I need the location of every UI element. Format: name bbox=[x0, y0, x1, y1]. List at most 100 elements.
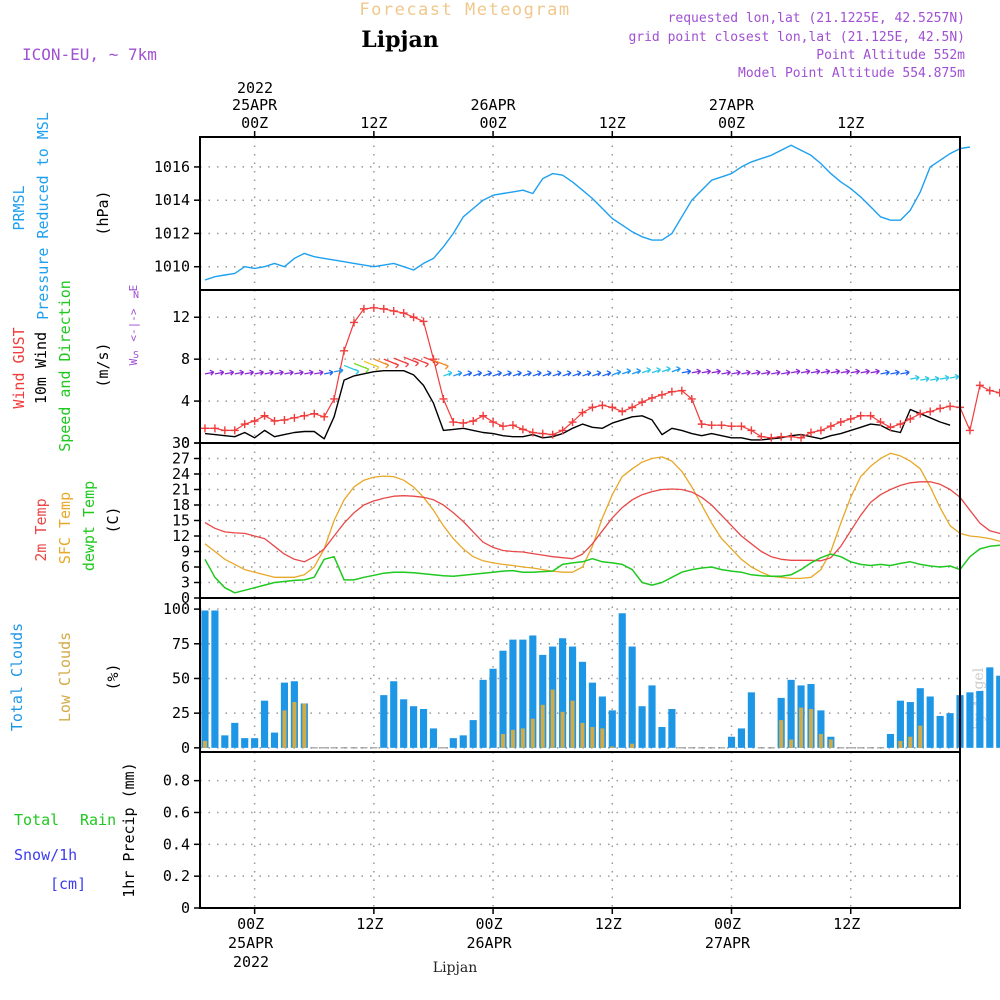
gust-marker bbox=[469, 416, 478, 425]
wind-barb bbox=[522, 370, 532, 377]
total-cloud-bar bbox=[519, 639, 527, 748]
top-year-label: 2022 bbox=[237, 79, 273, 97]
wind-barb bbox=[890, 369, 900, 376]
total-cloud-bar bbox=[251, 738, 259, 748]
total-cloud-bar bbox=[489, 668, 497, 748]
wind-barb bbox=[641, 367, 652, 374]
wind-barb bbox=[472, 370, 483, 377]
gust-marker bbox=[965, 426, 974, 435]
gust-marker bbox=[210, 424, 219, 433]
gust-marker bbox=[697, 420, 706, 429]
y-tick-label: 6 bbox=[181, 558, 190, 576]
x-tick-label-hour-bottom: 00Z bbox=[714, 915, 741, 933]
y-tick-label: 27 bbox=[172, 450, 190, 468]
wind-barb bbox=[810, 368, 821, 375]
low-cloud-bar bbox=[550, 689, 555, 748]
wind-barb bbox=[214, 369, 225, 376]
low-cloud-bar bbox=[908, 736, 913, 748]
compass-e: E bbox=[127, 285, 140, 292]
y-tick-label: 100 bbox=[163, 600, 190, 618]
total-cloud-bar bbox=[568, 646, 577, 748]
y-tick-label: 12 bbox=[172, 527, 190, 545]
gust-marker bbox=[588, 403, 597, 412]
location-title: Lipjan bbox=[361, 27, 438, 53]
wind-barb bbox=[204, 369, 215, 376]
total-cloud-bar bbox=[906, 702, 914, 748]
wind-barb bbox=[721, 369, 731, 376]
total-cloud-bar bbox=[270, 732, 279, 748]
total-cloud-bar bbox=[499, 650, 507, 748]
x-tick-label-date-bottom: 26APR bbox=[466, 934, 512, 952]
x-tick-label-hour-top: 00Z bbox=[480, 114, 507, 132]
axes-layer: 1010101210141016048120369121518212427300… bbox=[154, 96, 961, 952]
wind-barb bbox=[602, 370, 612, 377]
gust-marker bbox=[340, 346, 349, 355]
gust-marker bbox=[419, 317, 428, 326]
low-cloud-bar bbox=[818, 733, 823, 748]
wind-barb bbox=[572, 370, 582, 377]
gust-marker bbox=[737, 422, 746, 431]
x-tick-label-date-top: 27APR bbox=[709, 96, 755, 114]
low-cloud-bar bbox=[560, 711, 565, 748]
x-tick-label-date-bottom: 25APR bbox=[228, 934, 274, 952]
low-cloud-bar bbox=[799, 707, 804, 748]
gust-marker bbox=[568, 418, 577, 427]
total-cloud-bar bbox=[618, 613, 626, 748]
total-cloud-bar bbox=[976, 690, 984, 748]
x-tick-label-hour-bottom: 12Z bbox=[595, 915, 622, 933]
wind-barb bbox=[830, 368, 841, 375]
gust-marker bbox=[379, 304, 388, 313]
total-cloud-bar bbox=[479, 679, 487, 748]
wind-barb bbox=[820, 368, 831, 375]
x-tick-label-hour-bottom: 00Z bbox=[476, 915, 503, 933]
wind-barb bbox=[592, 370, 602, 377]
wind-barb bbox=[363, 360, 380, 371]
precip-unit: 1hr Precip (mm) bbox=[120, 762, 138, 897]
gust-marker bbox=[200, 424, 209, 433]
gust-marker bbox=[628, 403, 637, 412]
total-cloud-bar bbox=[747, 692, 755, 748]
wind-barb bbox=[562, 370, 572, 377]
wind-barb bbox=[711, 368, 721, 375]
low-clouds-label: Low Clouds bbox=[56, 632, 74, 722]
gust-marker bbox=[926, 407, 935, 416]
y-tick-label: 1016 bbox=[154, 158, 190, 176]
total-cloud-bar bbox=[638, 706, 646, 748]
wind-barb bbox=[373, 358, 390, 369]
gust-marker bbox=[787, 432, 796, 441]
wind-barb bbox=[502, 370, 512, 377]
wind-barb bbox=[701, 368, 712, 375]
total-cloud-bar bbox=[737, 728, 746, 748]
precip-snow-label: Snow/1h bbox=[14, 846, 77, 864]
gust-marker bbox=[399, 309, 408, 318]
gust-marker bbox=[489, 418, 498, 427]
x-tick-label-hour-top: 12Z bbox=[360, 114, 387, 132]
gust-marker bbox=[936, 404, 945, 413]
wind-barb bbox=[224, 369, 235, 376]
low-cloud-bar bbox=[302, 703, 307, 748]
bottom-year-label: 2022 bbox=[233, 953, 269, 971]
gust-marker bbox=[757, 432, 766, 441]
gust-marker bbox=[717, 421, 726, 430]
wind-barb bbox=[482, 370, 493, 377]
footer-location: Lipjan bbox=[433, 960, 477, 976]
wind-barb bbox=[731, 369, 741, 376]
wind-barb bbox=[691, 368, 702, 375]
wind-barb bbox=[910, 374, 920, 381]
low-cloud-bar bbox=[580, 722, 585, 748]
y-tick-label: 30 bbox=[172, 434, 190, 452]
total-cloud-bar bbox=[986, 667, 994, 748]
compass-s: S bbox=[133, 350, 139, 361]
y-tick-label: 0 bbox=[181, 434, 190, 452]
precip-total-label: Total bbox=[14, 811, 59, 829]
total-cloud-bar bbox=[996, 675, 1000, 748]
low-cloud-bar bbox=[292, 702, 297, 748]
x-tick-label-date-top: 25APR bbox=[232, 96, 278, 114]
wind-unit: (m/s) bbox=[94, 342, 112, 387]
gust-marker bbox=[479, 411, 488, 420]
y-tick-label: 15 bbox=[172, 512, 190, 530]
low-cloud-bar bbox=[510, 729, 515, 748]
gust-marker bbox=[459, 419, 468, 428]
gust-marker bbox=[648, 393, 657, 402]
gust-marker bbox=[876, 418, 885, 427]
